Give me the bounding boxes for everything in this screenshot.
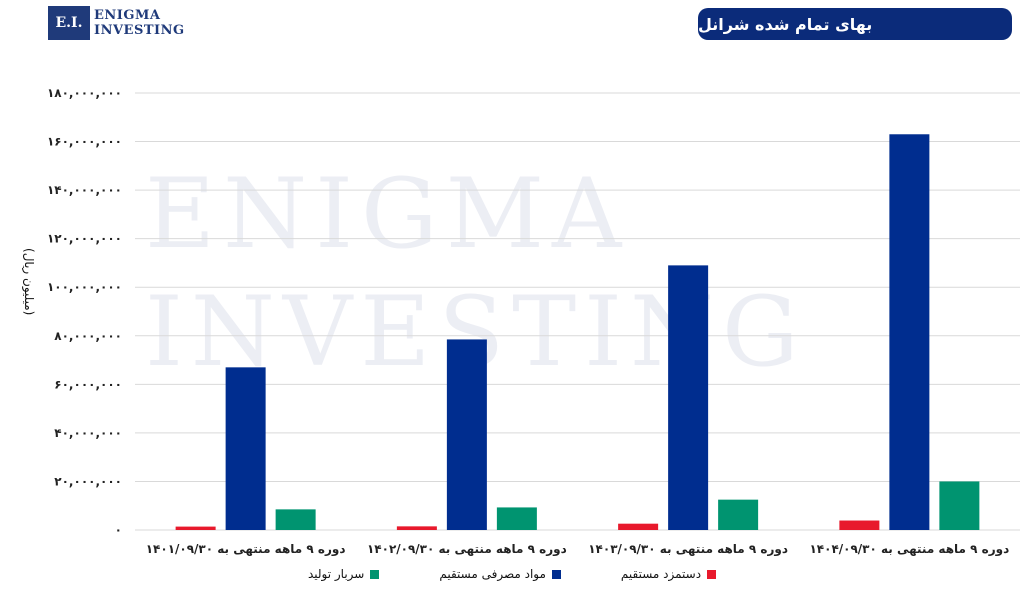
bar [175, 526, 216, 530]
legend-item-materials: مواد مصرفی مستقیم [439, 567, 561, 581]
legend-item-labor: دستمزد مستقیم [620, 567, 717, 581]
logo-mark: E.I. [48, 6, 90, 40]
legend-label-overhead: سربار تولید [307, 567, 365, 581]
legend-label-labor: دستمزد مستقیم [620, 567, 702, 581]
bar [446, 339, 487, 530]
bar [225, 367, 266, 530]
legend-item-overhead: سربار تولید [307, 567, 380, 581]
legend-swatch-overhead [370, 569, 380, 579]
x-tick-label: دوره ۹ ماهه منتهی به ۱۴۰۴/۰۹/۳۰ [809, 542, 1009, 557]
y-tick-label: ۱۸۰,۰۰۰,۰۰۰ [47, 86, 122, 100]
y-tick-label: ۲۰,۰۰۰,۰۰۰ [54, 474, 122, 488]
logo-line2: Investing [94, 23, 185, 38]
bar [618, 523, 659, 530]
y-tick-label: ۱۲۰,۰۰۰,۰۰۰ [47, 232, 122, 246]
logo-line1: Enigma [94, 8, 161, 23]
y-tick-label: ۶۰,۰۰۰,۰۰۰ [54, 377, 122, 391]
legend-swatch-labor [707, 569, 717, 579]
logo: E.I. Enigma Investing [48, 6, 185, 40]
y-tick-label: ۸۰,۰۰۰,۰۰۰ [54, 329, 122, 343]
y-tick-label: ۱۶۰,۰۰۰,۰۰۰ [47, 135, 122, 149]
chart-title: بهای تمام شده شرانل [698, 8, 1012, 40]
bar [939, 481, 980, 530]
x-tick-label: دوره ۹ ماهه منتهی به ۱۴۰۱/۰۹/۳۰ [146, 542, 346, 557]
bar [889, 134, 930, 530]
y-tick-label: ۱۴۰,۰۰۰,۰۰۰ [47, 183, 122, 197]
bar [668, 265, 709, 530]
bar [718, 499, 759, 530]
y-tick-label: ۰ [115, 523, 122, 537]
bar [396, 526, 437, 530]
legend-label-materials: مواد مصرفی مستقیم [439, 567, 546, 581]
legend: دستمزد مستقیم مواد مصرفی مستقیم سربار تو… [0, 567, 1024, 581]
y-tick-label: ۱۰۰,۰۰۰,۰۰۰ [47, 280, 122, 294]
bar [496, 507, 537, 530]
logo-wordmark: Enigma Investing [94, 8, 185, 38]
legend-swatch-materials [551, 569, 561, 579]
bar [275, 509, 316, 530]
x-tick-label: دوره ۹ ماهه منتهی به ۱۴۰۲/۰۹/۳۰ [367, 542, 567, 557]
y-tick-label: ۴۰,۰۰۰,۰۰۰ [54, 426, 122, 440]
x-tick-label: دوره ۹ ماهه منتهی به ۱۴۰۳/۰۹/۳۰ [588, 542, 788, 557]
bar [839, 520, 880, 530]
